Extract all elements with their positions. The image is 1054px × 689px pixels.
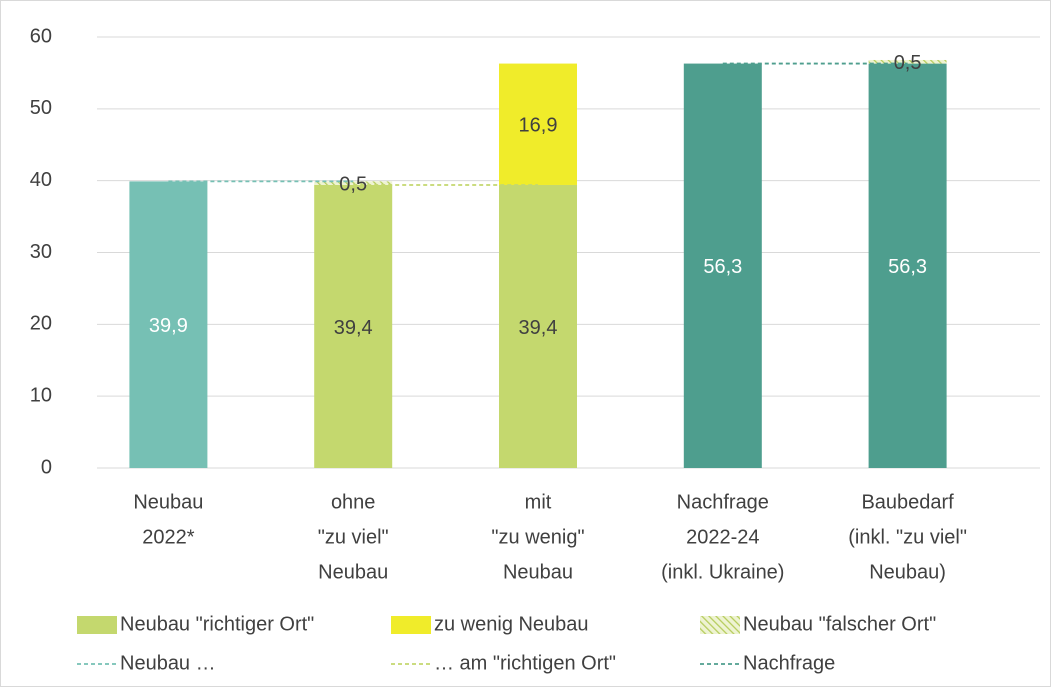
x-tick-label: 2022-24 <box>686 526 759 548</box>
x-tick-label: 2022* <box>142 526 194 548</box>
bar <box>868 63 947 468</box>
value-label: 56,3 <box>703 256 742 278</box>
legend-label: … am "richtigen Ort" <box>434 652 616 674</box>
y-tick-label: 20 <box>30 313 52 335</box>
x-tick-label: mit <box>525 491 552 513</box>
x-tick-label: "zu viel" <box>318 526 389 548</box>
legend-label: Neubau … <box>120 652 216 674</box>
y-tick-label: 40 <box>30 169 52 191</box>
bar <box>314 181 393 185</box>
value-label: 56,3 <box>888 256 927 278</box>
y-tick-label: 50 <box>30 97 52 119</box>
x-tick-label: Neubau) <box>869 561 946 583</box>
x-tick-label: Nachfrage <box>677 491 769 513</box>
x-tick-label: (inkl. Ukraine) <box>661 561 784 583</box>
bar <box>499 63 577 185</box>
value-label: 39,4 <box>519 317 558 339</box>
bar <box>868 59 947 64</box>
legend-swatch <box>391 616 431 634</box>
legend-label: Nachfrage <box>743 652 835 674</box>
x-tick-label: "zu wenig" <box>491 526 584 548</box>
legend-label: Neubau "richtiger Ort" <box>120 613 314 635</box>
value-label: 39,4 <box>334 317 373 339</box>
bar <box>314 184 393 468</box>
legend-label: Neubau "falscher Ort" <box>743 613 936 635</box>
x-tick-label: Baubedarf <box>861 491 954 513</box>
bar <box>129 181 208 468</box>
legend-swatch <box>77 616 117 634</box>
bar <box>683 63 762 468</box>
x-tick-label: Neubau <box>318 561 388 583</box>
value-label: 16,9 <box>519 115 558 137</box>
x-tick-label: (inkl. "zu viel" <box>848 526 967 548</box>
x-tick-label: ohne <box>331 491 376 513</box>
legend-label: zu wenig Neubau <box>434 613 589 635</box>
value-label: 0,5 <box>339 173 367 195</box>
value-label: 39,9 <box>149 315 188 337</box>
y-tick-label: 10 <box>30 384 52 406</box>
y-tick-label: 60 <box>30 25 52 47</box>
y-tick-label: 0 <box>41 456 52 478</box>
x-tick-label: Neubau <box>133 491 203 513</box>
y-tick-label: 30 <box>30 241 52 263</box>
x-tick-label: Neubau <box>503 561 573 583</box>
bar <box>499 184 577 468</box>
legend-swatch <box>700 616 740 634</box>
value-label: 0,5 <box>894 52 922 74</box>
